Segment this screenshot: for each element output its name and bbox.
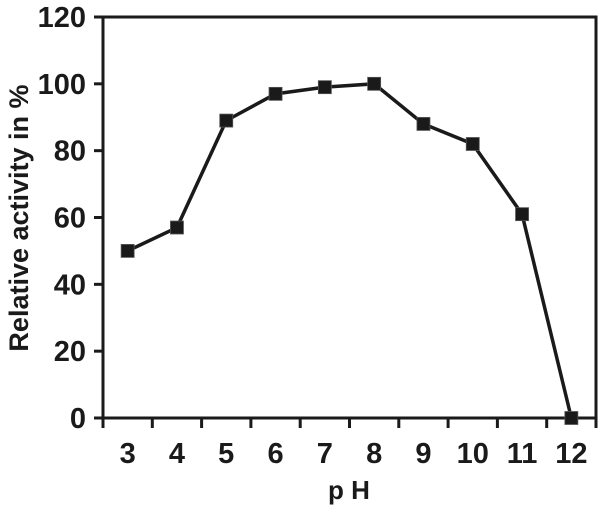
data-point-ph9 xyxy=(416,117,431,131)
x-tick-label: 8 xyxy=(366,438,382,470)
y-tick-label: 20 xyxy=(54,336,86,368)
x-axis-title: p H xyxy=(328,475,370,505)
data-point-ph7 xyxy=(317,80,332,95)
data-point-ph10 xyxy=(465,137,480,151)
data-point-ph6 xyxy=(268,86,283,101)
y-tick-label: 80 xyxy=(54,136,86,168)
y-tick-label: 120 xyxy=(38,2,86,34)
x-tick-label: 3 xyxy=(120,438,136,470)
x-tick-label: 7 xyxy=(317,438,333,470)
data-point-ph4 xyxy=(170,220,184,235)
y-tick-label: 100 xyxy=(38,69,86,101)
data-point-ph3 xyxy=(120,244,135,258)
data-series-layer xyxy=(120,76,579,425)
data-point-ph11 xyxy=(515,207,529,222)
data-point-ph8 xyxy=(367,76,382,91)
y-tick-label: 0 xyxy=(70,403,86,435)
x-tick-label: 12 xyxy=(555,438,587,470)
y-tick-label: 60 xyxy=(54,203,86,235)
y-axis-title: Relative activity in % xyxy=(4,84,34,351)
x-tick-label: 5 xyxy=(218,438,234,470)
x-tick-label: 11 xyxy=(507,438,538,470)
data-point-ph5 xyxy=(219,113,234,128)
x-tick-label: 4 xyxy=(169,438,185,470)
x-tick-label: 6 xyxy=(267,438,283,470)
axes-layer: 0 20 40 60 80 100 120 3 4 5 6 7 8 9 10 11 12 xyxy=(38,2,598,470)
data-point-ph12 xyxy=(564,411,579,425)
data-line xyxy=(126,82,574,419)
x-tick-label: 10 xyxy=(457,438,489,470)
y-tick-label: 40 xyxy=(54,269,86,301)
x-tick-label: 9 xyxy=(415,438,431,470)
